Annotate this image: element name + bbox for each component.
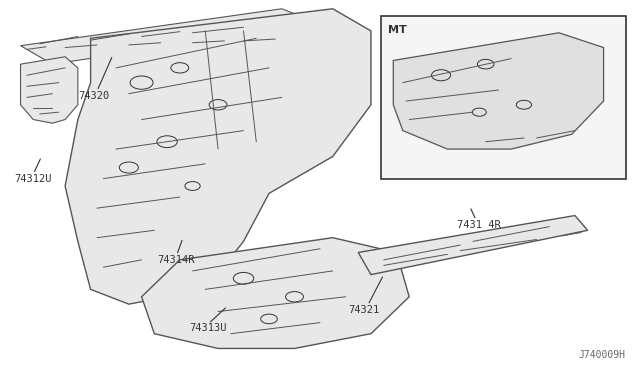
Text: MT: MT [388, 25, 407, 35]
Text: 74321: 74321 [349, 305, 380, 315]
Text: 74314R: 74314R [157, 255, 195, 265]
Polygon shape [20, 9, 320, 64]
Polygon shape [358, 215, 588, 275]
Polygon shape [20, 57, 78, 123]
Text: 74313U: 74313U [189, 323, 227, 333]
Bar [381, 16, 626, 179]
Text: 74320: 74320 [78, 90, 109, 100]
Polygon shape [141, 238, 409, 349]
Text: 7431 4R: 7431 4R [457, 220, 500, 230]
Text: 74312U: 74312U [14, 174, 52, 184]
Text: J740009H: J740009H [579, 350, 626, 359]
Polygon shape [394, 33, 604, 149]
Polygon shape [65, 9, 371, 304]
